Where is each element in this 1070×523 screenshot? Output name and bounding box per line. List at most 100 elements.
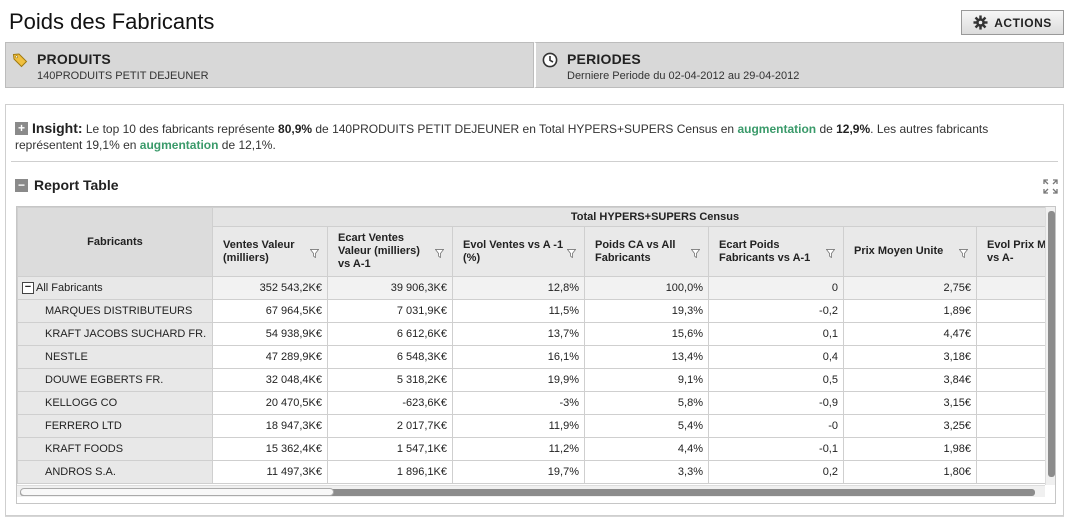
cell: 19,9% — [452, 368, 585, 392]
produits-filter[interactable]: PRODUITS 140PRODUITS PETIT DEJEUNER — [5, 42, 534, 88]
table-row: FERRERO LTD 18 947,3K€ 2 017,7K€ 11,9% 5… — [17, 414, 1055, 438]
cell: 0 — [708, 276, 844, 300]
report-table: Fabricants Total HYPERS+SUPERS Census Ve… — [16, 206, 1056, 504]
cell: 47 289,9K€ — [212, 345, 328, 369]
insight-trend-1: augmentation — [737, 122, 817, 136]
actions-label: ACTIONS — [994, 15, 1052, 30]
cell: 11,9% — [452, 414, 585, 438]
report-panel: + Insight: Le top 10 des fabricants repré… — [5, 104, 1064, 516]
row-name: FERRERO LTD — [17, 414, 213, 438]
group-header: Total HYPERS+SUPERS Census — [212, 207, 1055, 227]
periodes-value: Derniere Periode du 02-04-2012 au 29-04-… — [567, 70, 800, 82]
fullscreen-icon[interactable] — [1043, 179, 1058, 194]
cell: 5 318,2K€ — [327, 368, 453, 392]
collapse-row-icon[interactable]: − — [22, 282, 34, 295]
insight-growth-value: 12,9% — [836, 122, 871, 136]
cell: 13,7% — [452, 322, 585, 346]
cell: 4,4% — [584, 437, 709, 461]
insight-text-5: de 12,1%. — [218, 138, 276, 152]
cell: 3,25€ — [843, 414, 977, 438]
cell: 15 362,4K€ — [212, 437, 328, 461]
row-name: KRAFT JACOBS SUCHARD FR. — [17, 322, 213, 346]
column-header-ecart-ventes[interactable]: Ecart Ventes Valeur (milliers) vs A-1 — [327, 226, 453, 277]
cell — [976, 460, 1055, 484]
cell: -623,6K€ — [327, 391, 453, 415]
column-label: Ventes Valeur (milliers) — [223, 238, 295, 264]
filter-icon[interactable] — [435, 249, 444, 258]
cell: 19,3% — [584, 299, 709, 323]
cell: -0,2 — [708, 299, 844, 323]
cell: 0,5 — [708, 368, 844, 392]
insight-expand-icon[interactable]: + — [15, 122, 28, 136]
insight-share-value: 80,9% — [278, 122, 313, 136]
periodes-title: PERIODES — [567, 51, 641, 67]
column-label: Poids CA vs All Fabricants — [595, 238, 676, 264]
cell: 13,4% — [584, 345, 709, 369]
cell: 3,15€ — [843, 391, 977, 415]
report-table-header[interactable]: − Report Table — [15, 177, 119, 193]
periodes-filter[interactable]: PERIODES Derniere Periode du 02-04-2012 … — [534, 42, 1064, 88]
insight-trend-2: augmentation — [139, 138, 219, 152]
cell — [976, 414, 1055, 438]
column-label: Ecart Poids Fabricants vs A-1 — [719, 238, 811, 264]
produits-value: 140PRODUITS PETIT DEJEUNER — [37, 70, 209, 82]
cell: 9,1% — [584, 368, 709, 392]
row-name: KRAFT FOODS — [17, 437, 213, 461]
column-header-evol-ventes[interactable]: Evol Ventes vs A -1 (%) — [452, 226, 585, 277]
column-header-poids-ca[interactable]: Poids CA vs All Fabricants — [584, 226, 709, 277]
column-label: Ecart Ventes Valeur (milliers) vs A-1 — [338, 232, 420, 270]
vertical-scroll-thumb[interactable] — [1048, 211, 1055, 477]
table-row: KELLOGG CO 20 470,5K€ -623,6K€ -3% 5,8% … — [17, 391, 1055, 415]
cell: -0 — [708, 414, 844, 438]
horizontal-scrollbar[interactable] — [17, 485, 1045, 497]
actions-button[interactable]: ACTIONS — [961, 10, 1064, 35]
column-label: Evol Ventes vs A -1 (%) — [463, 238, 564, 264]
cell: -0,9 — [708, 391, 844, 415]
table-row: NESTLE 47 289,9K€ 6 548,3K€ 16,1% 13,4% … — [17, 345, 1055, 369]
column-header-evol-prix[interactable]: Evol Prix M Unite vs A- — [976, 226, 1055, 277]
cell — [976, 368, 1055, 392]
column-header-ecart-poids[interactable]: Ecart Poids Fabricants vs A-1 — [708, 226, 844, 277]
cell: 12,8% — [452, 276, 585, 300]
cell: 3,84€ — [843, 368, 977, 392]
table-row: DOUWE EGBERTS FR. 32 048,4K€ 5 318,2K€ 1… — [17, 368, 1055, 392]
collapse-icon[interactable]: − — [15, 178, 28, 192]
filter-icon[interactable] — [567, 249, 576, 258]
vertical-scrollbar[interactable] — [1045, 207, 1055, 485]
filter-icon[interactable] — [826, 249, 835, 258]
column-header-ventes-valeur[interactable]: Ventes Valeur (milliers) — [212, 226, 328, 277]
horizontal-scroll-thumb[interactable] — [20, 488, 334, 496]
row-name-cell: − All Fabricants — [17, 276, 213, 300]
cell: -0,1 — [708, 437, 844, 461]
cell: -3% — [452, 391, 585, 415]
cell: 3,3% — [584, 460, 709, 484]
cell: 11,5% — [452, 299, 585, 323]
table-row: ANDROS S.A. 11 497,3K€ 1 896,1K€ 19,7% 3… — [17, 460, 1055, 484]
cell: 16,1% — [452, 345, 585, 369]
table-row-total: − All Fabricants 352 543,2K€ 39 906,3K€ 1… — [17, 276, 1055, 300]
row-name: All Fabricants — [36, 281, 103, 294]
tag-icon — [12, 53, 28, 68]
filter-icon[interactable] — [691, 249, 700, 258]
page-title: Poids des Fabricants — [9, 9, 215, 34]
filter-icon[interactable] — [310, 249, 319, 258]
row-name: KELLOGG CO — [17, 391, 213, 415]
column-header-prix-moyen[interactable]: Prix Moyen Unite — [843, 226, 977, 277]
table-row: KRAFT FOODS 15 362,4K€ 1 547,1K€ 11,2% 4… — [17, 437, 1055, 461]
clock-icon — [542, 52, 558, 68]
table-row: KRAFT JACOBS SUCHARD FR. 54 938,9K€ 6 61… — [17, 322, 1055, 346]
horizontal-scroll-track[interactable] — [20, 489, 1035, 496]
cell: 100,0% — [584, 276, 709, 300]
cell — [976, 437, 1055, 461]
cell: 54 938,9K€ — [212, 322, 328, 346]
insight-text: + Insight: Le top 10 des fabricants repré… — [15, 120, 1050, 153]
row-header-fabricants: Fabricants — [17, 207, 213, 277]
cell: 5,4% — [584, 414, 709, 438]
cell: 0,1 — [708, 322, 844, 346]
filter-icon[interactable] — [959, 249, 968, 258]
cell: 20 470,5K€ — [212, 391, 328, 415]
section-divider — [11, 161, 1058, 162]
cell: 2,75€ — [843, 276, 977, 300]
cell: 32 048,4K€ — [212, 368, 328, 392]
gear-icon — [973, 15, 988, 30]
